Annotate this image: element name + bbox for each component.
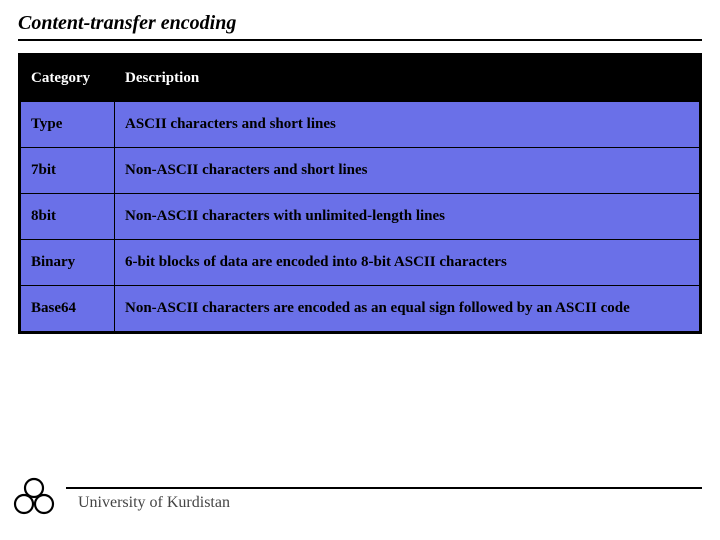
table-row: Base64 Non-ASCII characters are encoded … bbox=[20, 286, 701, 333]
cell-category: 8bit bbox=[20, 194, 115, 240]
cell-description: 6-bit blocks of data are encoded into 8-… bbox=[115, 240, 701, 286]
table-row: 8bit Non-ASCII characters with unlimited… bbox=[20, 194, 701, 240]
decorative-knot-icon bbox=[12, 476, 56, 520]
table-row: Type ASCII characters and short lines bbox=[20, 102, 701, 148]
cell-description: Non-ASCII characters with unlimited-leng… bbox=[115, 194, 701, 240]
university-name: University of Kurdistan bbox=[78, 494, 230, 511]
encoding-table: Category Description Type ASCII characte… bbox=[18, 53, 702, 334]
col-header-description: Description bbox=[115, 55, 701, 102]
cell-description: ASCII characters and short lines bbox=[115, 102, 701, 148]
col-header-category: Category bbox=[20, 55, 115, 102]
cell-description: Non-ASCII characters and short lines bbox=[115, 148, 701, 194]
table-header-row: Category Description bbox=[20, 55, 701, 102]
table-row: 7bit Non-ASCII characters and short line… bbox=[20, 148, 701, 194]
footer: University of Kurdistan bbox=[12, 474, 702, 522]
cell-description: Non-ASCII characters are encoded as an e… bbox=[115, 286, 701, 333]
footer-divider bbox=[66, 487, 702, 489]
slide-title: Content-transfer encoding bbox=[18, 12, 702, 41]
table-row: Binary 6-bit blocks of data are encoded … bbox=[20, 240, 701, 286]
cell-category: Type bbox=[20, 102, 115, 148]
cell-category: Binary bbox=[20, 240, 115, 286]
cell-category: Base64 bbox=[20, 286, 115, 333]
cell-category: 7bit bbox=[20, 148, 115, 194]
